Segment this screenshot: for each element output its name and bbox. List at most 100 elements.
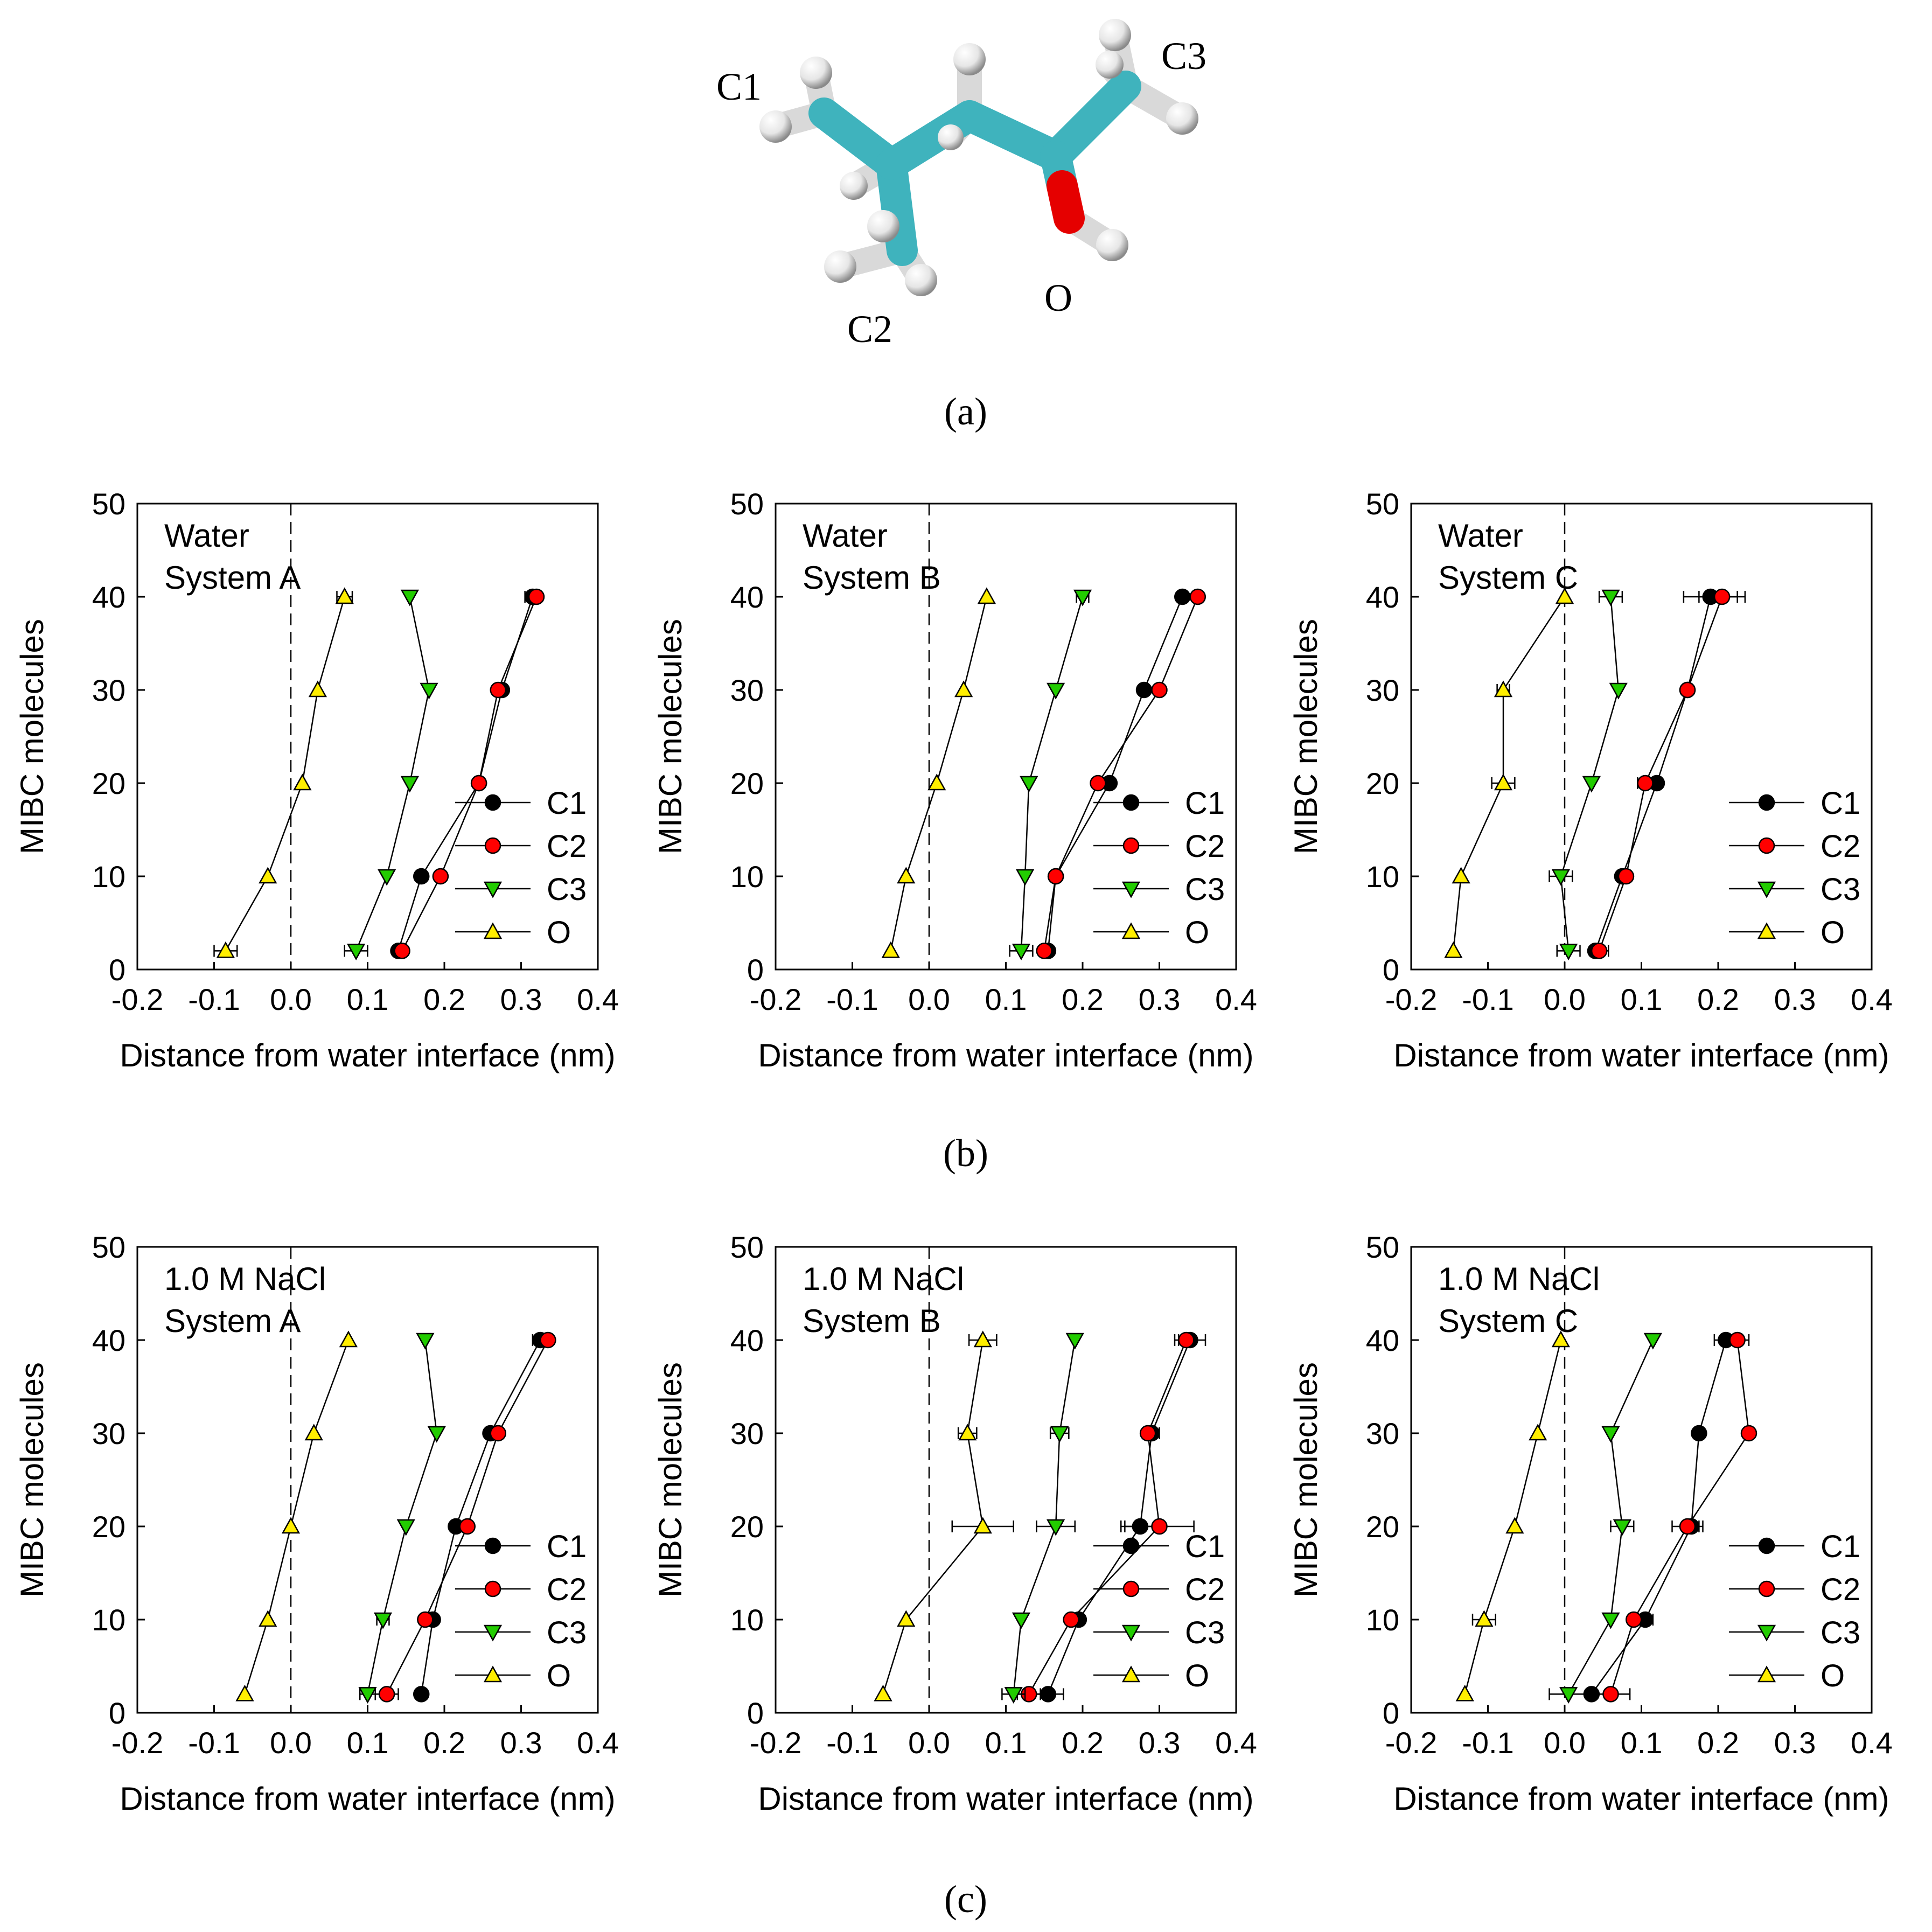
panel-annotation: System B	[803, 1303, 941, 1339]
data-point	[1016, 869, 1035, 886]
y-axis-label: MIBC molecules	[652, 1362, 688, 1598]
y-tick-label: 30	[730, 1417, 764, 1450]
data-point	[459, 1518, 476, 1535]
legend-label: C1	[1185, 1529, 1225, 1564]
data-point	[413, 1686, 430, 1703]
legend-item-o: O	[1729, 915, 1845, 950]
data-point	[528, 588, 545, 605]
y-tick-label: 0	[1383, 1696, 1399, 1730]
data-point	[1559, 944, 1578, 960]
data-point	[1740, 1425, 1757, 1442]
data-point	[973, 1330, 992, 1348]
y-tick-label: 40	[92, 580, 125, 614]
x-tick-label: 0.1	[347, 1726, 389, 1760]
x-tick-label: 0.2	[423, 982, 465, 1016]
atom-label-c2: C2	[847, 308, 892, 351]
y-tick-label: 40	[730, 580, 764, 614]
x-tick-label: -0.1	[1462, 982, 1514, 1016]
legend-label: C3	[1185, 1615, 1225, 1650]
y-tick-label: 50	[1366, 1230, 1399, 1264]
data-point	[1452, 867, 1470, 884]
y-tick-label: 30	[92, 673, 125, 707]
y-axis-label: MIBC molecules	[652, 619, 688, 854]
legend-marker	[1122, 837, 1140, 854]
data-point	[308, 680, 327, 698]
data-point	[396, 1519, 415, 1536]
data-point	[1065, 1333, 1084, 1350]
y-tick-label: 50	[730, 487, 764, 521]
legend: C1 C2 C3 O	[455, 786, 587, 950]
data-point	[490, 681, 506, 699]
y-tick-label: 50	[730, 1230, 764, 1264]
data-point	[358, 1687, 377, 1704]
y-tick-label: 20	[1366, 1510, 1399, 1544]
y-axis-label: MIBC molecules	[14, 1362, 50, 1598]
x-tick-label: 0.3	[1774, 1726, 1816, 1760]
panel-annotation: System A	[164, 560, 301, 596]
series-line	[397, 596, 534, 951]
x-tick-label: 0.3	[500, 982, 542, 1016]
data-point	[1012, 944, 1031, 960]
legend-label: O	[1185, 915, 1209, 950]
series-line	[1594, 596, 1711, 951]
data-point	[1617, 868, 1635, 885]
data-point	[347, 944, 366, 960]
data-point	[400, 776, 419, 793]
data-point	[1643, 1333, 1662, 1350]
series-c1	[413, 1331, 549, 1703]
legend: C1 C2 C3 O	[1729, 1529, 1860, 1693]
series-line	[225, 596, 345, 952]
y-tick-label: 10	[730, 860, 764, 894]
y-tick-label: 50	[92, 487, 125, 521]
data-point	[394, 943, 410, 959]
data-point	[293, 773, 312, 791]
legend-label: C3	[1821, 872, 1860, 907]
legend: C1 C2 C3 O	[1093, 1529, 1225, 1693]
x-tick-label: 0.0	[1544, 982, 1586, 1016]
data-point	[540, 1331, 556, 1349]
series-c2	[1589, 588, 1746, 959]
series-line	[355, 596, 430, 951]
data-point	[954, 680, 973, 698]
data-point	[1073, 589, 1092, 606]
x-tick-label: -0.1	[826, 982, 878, 1016]
legend-item-c2: C2	[455, 1572, 587, 1607]
legend-marker	[1758, 1580, 1775, 1598]
series-line	[1598, 596, 1723, 951]
data-point	[1174, 588, 1191, 605]
legend-label: C2	[1821, 829, 1860, 864]
data-point	[1139, 1425, 1156, 1442]
series-c1	[1587, 588, 1738, 959]
legend-marker	[484, 794, 501, 811]
data-point	[897, 1610, 916, 1627]
x-tick-label: 0.2	[1062, 982, 1104, 1016]
series-line	[882, 1340, 984, 1694]
data-point	[1090, 775, 1106, 792]
series-line	[1453, 596, 1566, 951]
data-point	[1505, 1517, 1524, 1534]
data-point	[1047, 1519, 1065, 1536]
data-point	[1047, 682, 1065, 700]
data-point	[1551, 869, 1570, 886]
y-tick-label: 20	[92, 1510, 125, 1544]
series-o	[235, 1330, 358, 1701]
y-tick-label: 20	[1366, 766, 1399, 800]
y-tick-label: 0	[109, 1696, 125, 1730]
data-point	[1040, 1686, 1057, 1703]
legend: C1 C2 C3 O	[1093, 786, 1225, 950]
data-point	[420, 682, 438, 700]
legend-item-c3: C3	[1729, 1615, 1860, 1650]
data-point	[1455, 1684, 1474, 1701]
series-line	[890, 596, 988, 951]
legend-marker	[1122, 794, 1140, 811]
legend-label: C2	[547, 829, 587, 864]
x-tick-label: 0.3	[1139, 982, 1181, 1016]
legend-label: O	[547, 915, 571, 950]
legend-marker	[484, 837, 501, 854]
legend-marker	[483, 922, 503, 939]
data-point	[335, 587, 354, 604]
y-tick-label: 20	[730, 766, 764, 800]
y-tick-label: 10	[730, 1603, 764, 1637]
x-axis-label: Distance from water interface (nm)	[120, 1781, 615, 1817]
